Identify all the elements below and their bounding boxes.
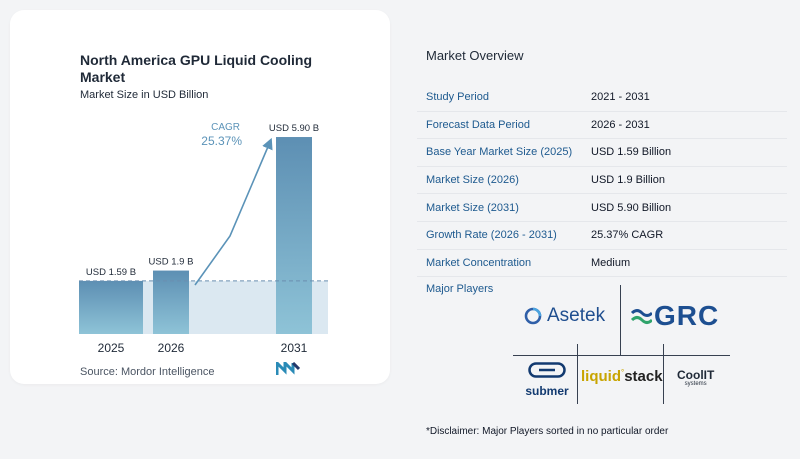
bar [79, 280, 143, 334]
overview-label: Market Size (2026) [417, 166, 582, 195]
category-label: 2026 [158, 341, 185, 355]
coolit-subtext: systems [684, 381, 707, 387]
overview-row: Base Year Market Size (2025) USD 1.59 Bil… [417, 138, 787, 167]
overview-label: Market Size (2031) [417, 193, 582, 222]
category-label: 2031 [281, 341, 308, 355]
overview-label: Growth Rate (2026 - 2031) [417, 221, 582, 250]
divider [577, 344, 578, 404]
overview-row: Forecast Data Period 2026 - 2031 [417, 111, 787, 140]
overview-value: USD 5.90 Billion [582, 193, 787, 222]
divider [620, 285, 621, 355]
submer-logo: submer [523, 362, 571, 398]
overview-title: Market Overview [426, 48, 524, 63]
data-label: USD 1.59 B [86, 267, 136, 278]
data-label: USD 1.9 B [149, 257, 194, 268]
asetek-mark-icon [524, 307, 542, 325]
overview-value: 2026 - 2031 [582, 111, 787, 140]
overview-value: USD 1.59 Billion [582, 138, 787, 167]
major-players-title: Major Players [426, 283, 494, 295]
grc-text: GRC [654, 300, 720, 331]
submer-mark-icon [528, 362, 566, 378]
bar [276, 137, 312, 334]
source-note: Source: Mordor Intelligence [80, 366, 215, 378]
overview-label: Forecast Data Period [417, 111, 582, 140]
overview-label: Base Year Market Size (2025) [417, 138, 582, 167]
overview-label: Market Concentration [417, 249, 582, 278]
coolit-text: CoolIT [677, 368, 715, 382]
liquidstack-logo: liquid°stack [581, 368, 663, 385]
category-label: 2025 [98, 341, 125, 355]
overview-row: Market Size (2031) USD 5.90 Billion [417, 193, 787, 222]
overview-row: Market Size (2026) USD 1.9 Billion [417, 166, 787, 195]
overview-row: Market Concentration Medium [417, 249, 787, 278]
mordor-logo-icon [276, 362, 300, 375]
divider [663, 344, 664, 404]
overview-value: Medium [582, 249, 787, 278]
liquidstack-text-a: liquid [581, 368, 621, 385]
overview-value: USD 1.9 Billion [582, 166, 787, 195]
asetek-text: Asetek [547, 305, 606, 326]
cagr-label: CAGR [211, 122, 240, 133]
chart-title: North America GPU Liquid Cooling Market [80, 52, 313, 85]
cagr-arrow [194, 137, 273, 286]
disclaimer-note: *Disclaimer: Major Players sorted in no … [426, 426, 669, 437]
divider [513, 355, 730, 356]
submer-text: submer [525, 384, 569, 398]
chart-subtitle: Market Size in USD Billion [80, 89, 209, 101]
overview-value: 25.37% CAGR [582, 221, 787, 250]
grc-wave-icon [630, 309, 652, 324]
overview-row: Study Period 2021 - 2031 [417, 84, 787, 112]
cagr-value: 25.37% [201, 134, 242, 148]
liquidstack-text-b: stack [624, 368, 663, 385]
data-label: USD 5.90 B [269, 123, 319, 134]
overview-table: Study Period 2021 - 2031 Forecast Data Pe… [417, 84, 787, 278]
overview-row: Growth Rate (2026 - 2031) 25.37% CAGR [417, 221, 787, 250]
asetek-logo: Asetek [523, 305, 605, 327]
grc-logo: GRC [630, 300, 719, 332]
overview-label: Study Period [417, 84, 582, 112]
coolit-logo: CoolIT systems [677, 368, 714, 387]
overview-value: 2021 - 2031 [582, 84, 787, 112]
bar [153, 270, 189, 334]
liquidstack-degree-icon: ° [621, 368, 625, 377]
